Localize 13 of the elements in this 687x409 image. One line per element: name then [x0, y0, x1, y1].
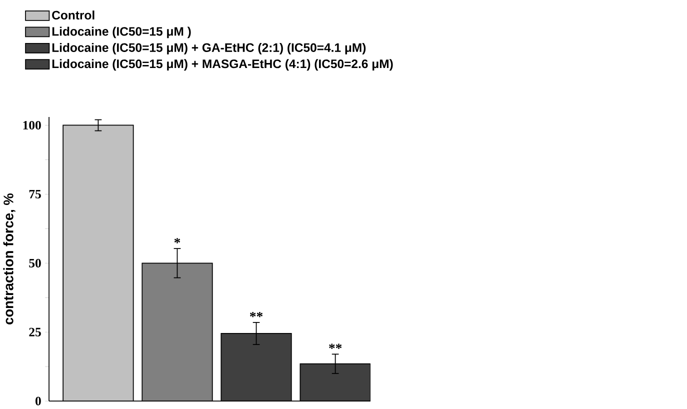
- y-tick-label: 25: [29, 328, 41, 337]
- y-tick-label: 75: [29, 190, 41, 199]
- annotation: *: [174, 238, 180, 244]
- y-axis-title: contraction force, %: [3, 194, 16, 325]
- legend-label: Lidocaine (IC50=15 μM ): [52, 26, 191, 38]
- y-tick-label: 100: [23, 121, 41, 130]
- annotation: **: [329, 344, 342, 350]
- y-tick-label: 50: [29, 259, 41, 268]
- y-tick-label: 0: [36, 396, 41, 406]
- legend-label: Lidocaine (IC50=15 μM) + MASGA-EtHC (4:1) (IC50=2.6 μM): [52, 59, 393, 71]
- legend-label: Lidocaine (IC50=15 μM) + GA-EtHC (2:1) (IC50=4.1 μM): [52, 43, 366, 55]
- legend-label: Control: [52, 10, 94, 20]
- annotation: **: [250, 312, 263, 318]
